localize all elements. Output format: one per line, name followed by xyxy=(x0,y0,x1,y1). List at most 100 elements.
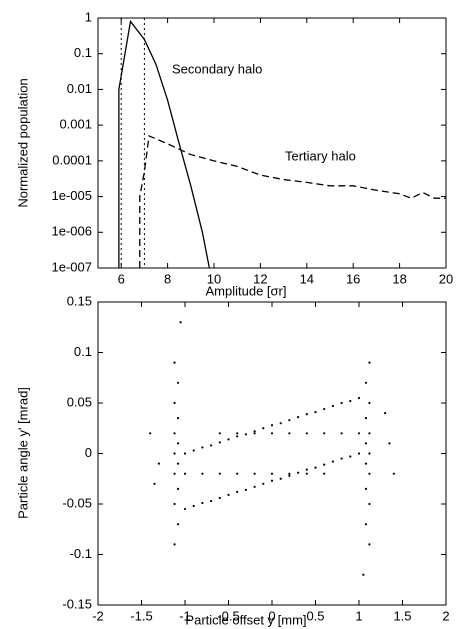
y-tick-label: -0.1 xyxy=(70,546,92,561)
scatter-point xyxy=(368,543,371,546)
scatter-point xyxy=(364,442,368,445)
x-axis-label: Amplitude [σr] xyxy=(206,283,287,298)
x-tick-label: 2 xyxy=(442,608,449,623)
plot-frame xyxy=(97,17,447,269)
y-tick-label: 0.1 xyxy=(74,45,92,60)
scatter-point xyxy=(314,466,317,469)
x-tick-label: 14 xyxy=(300,271,314,286)
scatter-point xyxy=(173,452,176,455)
scatter-point xyxy=(218,472,221,475)
scatter-point xyxy=(323,432,326,435)
scatter-point xyxy=(392,472,395,475)
scatter-point xyxy=(201,501,204,505)
scatter-point xyxy=(179,321,182,324)
scatter-point xyxy=(368,502,371,506)
scatter-point xyxy=(173,543,176,546)
x-tick-label: 6 xyxy=(118,271,125,286)
y-tick-label: 1e-005 xyxy=(52,188,92,203)
x-tick-label: -1.5 xyxy=(130,608,152,623)
y-axis-label: Particle angle y' [mrad] xyxy=(15,387,30,519)
scatter-point xyxy=(176,417,180,420)
scatter-point xyxy=(262,482,265,485)
y-tick-label: 1e-007 xyxy=(52,259,92,274)
y-tick-label: 0.0001 xyxy=(52,152,92,167)
scatter-point xyxy=(362,573,365,576)
scatter-point xyxy=(357,396,361,400)
scatter-point xyxy=(297,416,300,419)
x-tick-label: 0 xyxy=(268,608,275,623)
scatter-point xyxy=(173,502,176,506)
scatter-point xyxy=(364,417,368,420)
scatter-point xyxy=(270,424,274,427)
x-tick-label: 0.5 xyxy=(306,608,324,623)
scatter-point xyxy=(305,472,308,475)
x-tick-label: 16 xyxy=(346,271,360,286)
scatter-point xyxy=(176,381,180,384)
x-tick-label: 1.5 xyxy=(393,608,411,623)
scatter-point xyxy=(173,432,176,435)
scatter-point xyxy=(201,446,204,449)
y-tick-label: 1 xyxy=(85,9,92,24)
scatter-point xyxy=(262,427,265,430)
scatter-point xyxy=(176,487,180,490)
scatter-point xyxy=(368,401,371,405)
scatter-point xyxy=(173,472,176,475)
scatter-point xyxy=(288,474,291,477)
y-tick-label: -0.05 xyxy=(62,495,92,510)
scatter-point xyxy=(349,399,352,403)
series-line xyxy=(139,134,446,268)
scatter-point xyxy=(368,432,371,435)
scatter-point xyxy=(279,477,282,480)
scatter-point xyxy=(288,432,291,435)
scatter-point xyxy=(253,485,256,488)
scatter-point xyxy=(270,432,274,435)
scatter-point xyxy=(192,504,195,508)
scatter-point xyxy=(270,472,274,475)
series-annotation: Secondary halo xyxy=(172,61,262,76)
y-tick-label: 0.1 xyxy=(74,344,92,359)
y-tick-label: 0 xyxy=(85,445,92,460)
scatter-point xyxy=(288,472,291,475)
scatter-point xyxy=(305,413,308,416)
y-tick-label: 0.05 xyxy=(67,394,92,409)
scatter-point xyxy=(368,452,371,455)
x-tick-label: -2 xyxy=(92,608,104,623)
scatter-point xyxy=(364,462,368,465)
scatter-point xyxy=(236,472,239,475)
scatter-point xyxy=(227,493,230,497)
scatter-point xyxy=(349,455,352,458)
scatter-point xyxy=(331,404,334,408)
scatter-point xyxy=(253,430,256,433)
scatter-point xyxy=(364,523,368,526)
x-tick-label: 12 xyxy=(253,271,267,286)
scatter-point xyxy=(357,432,361,435)
scatter-point xyxy=(331,460,334,463)
scatter-point xyxy=(368,361,371,364)
scatter-point xyxy=(340,432,343,435)
x-tick-label: 8 xyxy=(164,271,171,286)
scatter-point xyxy=(201,472,204,475)
scatter-point xyxy=(323,463,326,466)
scatter-point xyxy=(236,432,239,435)
scatter-point xyxy=(173,401,176,405)
scatter-point xyxy=(314,410,317,414)
y-tick-label: 1e-006 xyxy=(52,224,92,239)
y-tick-label: 0.01 xyxy=(67,81,92,96)
scatter-point xyxy=(149,432,152,435)
scatter-point xyxy=(364,487,368,490)
scatter-point xyxy=(253,472,256,475)
scatter-point xyxy=(357,452,361,455)
scatter-point xyxy=(176,462,180,465)
plot-frame xyxy=(97,301,447,606)
scatter-point xyxy=(218,441,221,444)
scatter-point xyxy=(218,432,221,435)
scatter-point xyxy=(244,433,247,436)
scatter-point xyxy=(210,499,213,503)
scatter-point xyxy=(227,438,230,441)
scatter-point xyxy=(323,472,326,475)
scatter-point xyxy=(364,381,368,384)
scatter-point xyxy=(210,444,213,447)
x-tick-label: 18 xyxy=(392,271,406,286)
scatter-point xyxy=(176,523,180,526)
